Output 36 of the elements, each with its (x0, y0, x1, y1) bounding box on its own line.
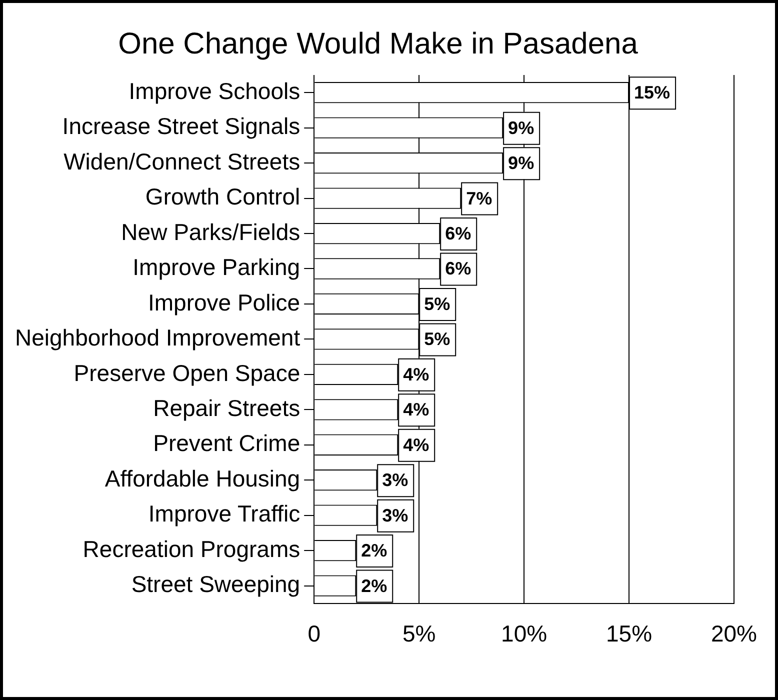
data-label: 5% (424, 294, 450, 314)
y-tick-label: Preserve Open Space (74, 360, 300, 386)
chart-title: One Change Would Make in Pasadena (118, 27, 638, 60)
data-label: 2% (361, 540, 388, 561)
y-tick-label: Prevent Crime (153, 430, 300, 456)
y-tick-label: Improve Traffic (148, 500, 300, 527)
y-tick-label: Street Sweeping (131, 571, 300, 598)
y-tick-label: Growth Control (145, 184, 300, 210)
x-tick-label: 0 (308, 620, 321, 647)
data-label: 6% (445, 258, 472, 279)
data-label: 3% (382, 505, 408, 526)
y-tick-label: Improve Parking (132, 254, 300, 280)
x-tick-label: 20% (710, 620, 758, 647)
data-label: 4% (403, 364, 430, 384)
data-label: 9% (508, 153, 534, 174)
y-tick-label: Increase Street Signals (62, 113, 300, 140)
data-label: 2% (361, 576, 388, 596)
data-label: 4% (403, 434, 430, 455)
data-label: 7% (466, 188, 492, 208)
x-tick-label: 15% (606, 620, 652, 647)
data-label: 6% (445, 223, 472, 244)
y-tick-label: Improve Police (148, 289, 300, 316)
y-tick-label: Widen/Connect Streets (64, 148, 300, 174)
y-tick-label: Affordable Housing (104, 465, 300, 492)
y-tick-label: Recreation Programs (82, 536, 300, 562)
data-label: 15% (634, 82, 670, 103)
data-label: 9% (508, 118, 534, 138)
x-tick-label: 10% (501, 620, 548, 647)
y-tick-label: Neighborhood Improvement (15, 324, 301, 351)
data-label: 4% (403, 400, 430, 420)
x-tick-label: 5% (402, 620, 436, 647)
y-tick-label: Improve Schools (128, 78, 300, 104)
y-tick-label: Repair Streets (153, 394, 300, 421)
y-tick-label: New Parks/Fields (121, 218, 300, 245)
data-label: 5% (424, 329, 450, 350)
data-label: 3% (382, 470, 408, 490)
